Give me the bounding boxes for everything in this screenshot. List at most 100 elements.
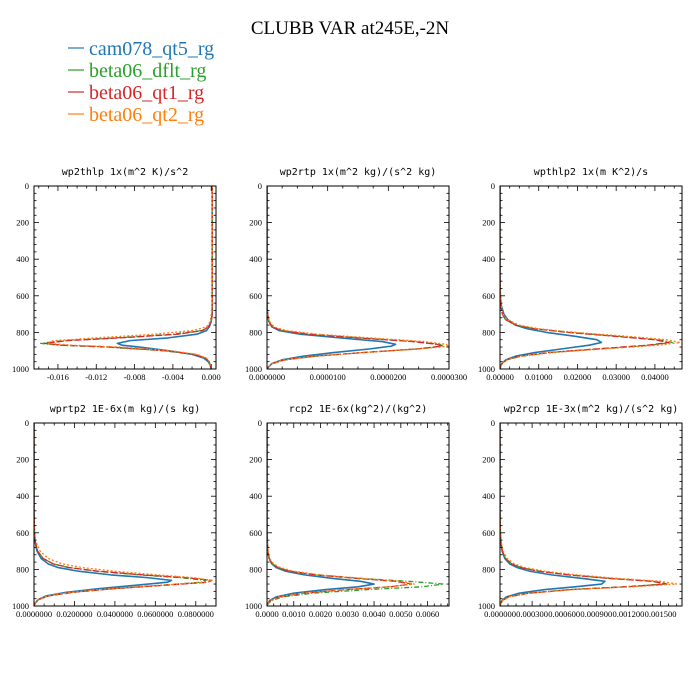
- y-tick-label: 600: [482, 528, 495, 538]
- x-tick-label: 0.0020: [309, 609, 332, 619]
- y-tick-label: 200: [482, 218, 495, 228]
- legend-entry: beta06_qt1_rg: [68, 82, 204, 104]
- panel: wp2thlp 1x(m^2 K)/s^2 0 200 400 600 800 1000 -0…: [12, 167, 221, 382]
- series-line: [500, 186, 673, 369]
- x-tick-label: 0.0800000: [178, 609, 214, 619]
- series-line: [500, 423, 678, 606]
- x-tick-label: 0.02000: [564, 372, 592, 382]
- y-tick-label: 600: [249, 291, 262, 301]
- y-tick-label: 1000: [478, 364, 495, 374]
- series-line: [267, 423, 375, 606]
- panel: wp2rtp 1x(m^2 kg)/(s^2 kg) 0 200 400 600 800 1…: [245, 167, 467, 382]
- y-tick-label: 800: [482, 327, 495, 337]
- series-group: [40, 186, 213, 369]
- plot-frame: [499, 185, 683, 370]
- x-tick-label: 0.03000: [602, 372, 630, 382]
- y-tick-label: 0: [25, 418, 29, 428]
- panels: wp2thlp 1x(m^2 K)/s^2 0 200 400 600 800 1000 -0…: [12, 167, 683, 619]
- y-tick-label: 200: [249, 218, 262, 228]
- y-tick-label: 400: [249, 491, 262, 501]
- series-line: [267, 423, 445, 606]
- y-tick-label: 600: [249, 528, 262, 538]
- x-tick-label: 0.0600000: [137, 609, 173, 619]
- series-line: [267, 186, 443, 369]
- series-line: [43, 186, 213, 369]
- legend-label-cam078: cam078_qt5_rg: [89, 38, 214, 60]
- y-tick-label: 0: [491, 181, 495, 191]
- series-group: [500, 423, 678, 606]
- panel-title: wpthlp2 1x(m K^2)/s: [534, 167, 648, 178]
- y-tick-label: 800: [482, 564, 495, 574]
- x-tick-label: -0.008: [124, 372, 146, 382]
- series-line: [267, 186, 397, 369]
- legend-label-dflt: beta06_dflt_rg: [89, 60, 206, 82]
- series-line: [500, 186, 603, 369]
- series-line: [267, 186, 444, 369]
- y-tick-label: 0: [491, 418, 495, 428]
- x-tick-label: 0.0050: [389, 609, 412, 619]
- x-tick-label: 0.001200: [613, 609, 645, 619]
- legend: cam078_qt5_rg beta06_dflt_rg beta06_qt1_…: [68, 38, 214, 126]
- x-tick-label: 0.0200000: [56, 609, 92, 619]
- y-tick-label: 1000: [245, 601, 262, 611]
- y-tick-label: 1000: [12, 364, 29, 374]
- x-tick-label: 0.000000: [484, 609, 516, 619]
- y-tick-label: 400: [482, 254, 495, 264]
- y-tick-label: 600: [16, 528, 29, 538]
- plot-frame: [499, 422, 683, 607]
- panel: wprtp2 1E-6x(m kg)/(s kg) 0 200 400 600 800 10…: [12, 404, 217, 619]
- panel-title: wprtp2 1E-6x(m kg)/(s kg): [50, 404, 201, 415]
- panel-title: wp2rcp 1E-3x(m^2 kg)/(s^2 kg): [504, 404, 679, 415]
- x-tick-label: 0.0000000: [16, 609, 52, 619]
- series-line: [116, 186, 213, 369]
- series-group: [500, 186, 681, 369]
- x-tick-label: 0.0040: [362, 609, 385, 619]
- x-tick-label: 0.0000300: [431, 372, 467, 382]
- x-tick-label: 0.0000000: [249, 372, 285, 382]
- y-tick-label: 1000: [12, 601, 29, 611]
- y-tick-label: 800: [249, 564, 262, 574]
- y-tick-label: 200: [16, 218, 29, 228]
- series-line: [47, 186, 213, 369]
- x-tick-label: 0.000: [202, 372, 221, 382]
- y-tick-label: 200: [249, 455, 262, 465]
- y-tick-label: 400: [16, 254, 29, 264]
- x-tick-label: 0.04000: [641, 372, 669, 382]
- x-tick-label: 0.0000: [255, 609, 278, 619]
- x-tick-label: 0.0000200: [370, 372, 406, 382]
- x-tick-label: 0.0400000: [97, 609, 133, 619]
- x-tick-label: -0.004: [162, 372, 185, 382]
- series-line: [34, 423, 173, 606]
- panel-title: wp2thlp 1x(m^2 K)/s^2: [62, 167, 188, 178]
- y-tick-label: 800: [16, 564, 29, 574]
- panel-title: wp2rtp 1x(m^2 kg)/(s^2 kg): [280, 167, 437, 178]
- panel: wp2rcp 1E-3x(m^2 kg)/(s^2 kg) 0 200 400 600 8…: [478, 404, 683, 619]
- series-line: [34, 423, 207, 606]
- y-tick-label: 200: [16, 455, 29, 465]
- y-tick-label: 400: [16, 491, 29, 501]
- series-line: [267, 423, 415, 606]
- plot-frame: [266, 185, 450, 370]
- x-tick-label: 0.0030: [336, 609, 359, 619]
- x-tick-label: 0.0010: [282, 609, 305, 619]
- series-line: [267, 186, 449, 369]
- series-line: [500, 423, 606, 606]
- figure-title: CLUBB VAR at245E,-2N: [251, 18, 450, 39]
- y-tick-label: 400: [482, 491, 495, 501]
- legend-label-qt2: beta06_qt2_rg: [89, 104, 204, 126]
- x-tick-label: 0.01000: [525, 372, 553, 382]
- series-group: [267, 186, 449, 369]
- x-tick-label: 0.00000: [486, 372, 514, 382]
- legend-label-qt1: beta06_qt1_rg: [89, 82, 204, 104]
- y-tick-label: 1000: [478, 601, 495, 611]
- x-tick-label: -0.012: [85, 372, 107, 382]
- legend-entry: cam078_qt5_rg: [68, 38, 214, 60]
- x-tick-label: 0.0000100: [310, 372, 346, 382]
- y-tick-label: 400: [249, 254, 262, 264]
- series-group: [267, 423, 445, 606]
- y-tick-label: 0: [258, 181, 262, 191]
- x-tick-label: 0.000900: [580, 609, 612, 619]
- x-tick-label: 0.000600: [548, 609, 580, 619]
- legend-entry: beta06_dflt_rg: [68, 60, 206, 82]
